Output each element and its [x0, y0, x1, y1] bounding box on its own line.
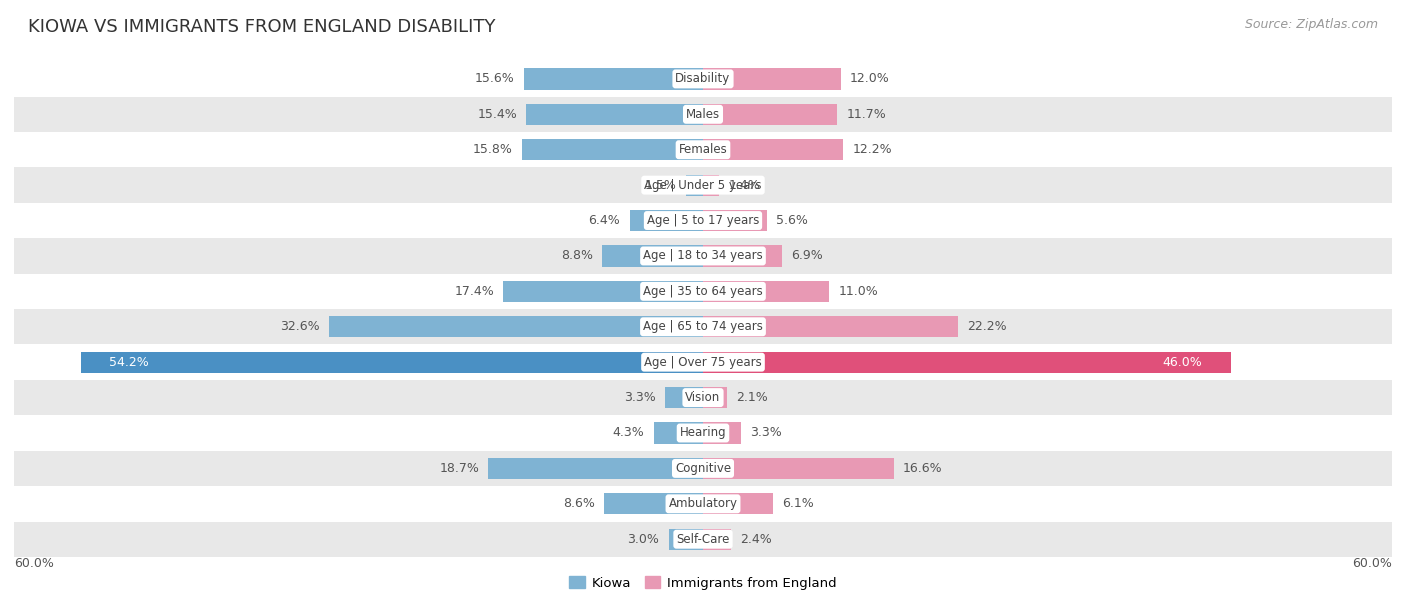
Bar [14, 168, 1392, 203]
Bar [703, 529, 731, 550]
Text: 5.6%: 5.6% [776, 214, 808, 227]
Bar [522, 139, 703, 160]
Bar [80, 351, 703, 373]
Text: 12.2%: 12.2% [852, 143, 891, 156]
Text: 54.2%: 54.2% [110, 356, 149, 368]
Text: 4.3%: 4.3% [613, 427, 644, 439]
Bar [703, 103, 838, 125]
Bar [703, 69, 841, 89]
Bar [14, 380, 1392, 416]
Text: Age | 18 to 34 years: Age | 18 to 34 years [643, 250, 763, 263]
Text: Females: Females [679, 143, 727, 156]
Text: 17.4%: 17.4% [454, 285, 494, 298]
Text: KIOWA VS IMMIGRANTS FROM ENGLAND DISABILITY: KIOWA VS IMMIGRANTS FROM ENGLAND DISABIL… [28, 18, 496, 36]
Bar [14, 203, 1392, 238]
Bar [14, 486, 1392, 521]
Text: 32.6%: 32.6% [280, 320, 319, 334]
Text: 8.6%: 8.6% [564, 498, 595, 510]
Bar [703, 351, 1232, 373]
Text: 46.0%: 46.0% [1163, 356, 1202, 368]
Text: Self-Care: Self-Care [676, 532, 730, 546]
Bar [703, 458, 894, 479]
Text: 11.0%: 11.0% [838, 285, 879, 298]
Bar [14, 274, 1392, 309]
Bar [669, 529, 703, 550]
Text: Cognitive: Cognitive [675, 462, 731, 475]
Text: Ambulatory: Ambulatory [668, 498, 738, 510]
Bar [526, 103, 703, 125]
Bar [605, 493, 703, 515]
Text: 16.6%: 16.6% [903, 462, 942, 475]
Text: 11.7%: 11.7% [846, 108, 886, 121]
Bar [703, 493, 773, 515]
Bar [14, 132, 1392, 168]
Text: Vision: Vision [685, 391, 721, 404]
Text: Age | 65 to 74 years: Age | 65 to 74 years [643, 320, 763, 334]
Legend: Kiowa, Immigrants from England: Kiowa, Immigrants from England [564, 571, 842, 595]
Text: Age | 35 to 64 years: Age | 35 to 64 years [643, 285, 763, 298]
Text: 15.8%: 15.8% [472, 143, 512, 156]
Bar [703, 281, 830, 302]
Text: 60.0%: 60.0% [14, 557, 53, 570]
Bar [14, 61, 1392, 97]
Bar [654, 422, 703, 444]
Bar [630, 210, 703, 231]
Text: Disability: Disability [675, 72, 731, 86]
Bar [703, 139, 844, 160]
Text: 12.0%: 12.0% [851, 72, 890, 86]
Bar [703, 245, 782, 267]
Bar [488, 458, 703, 479]
Bar [14, 521, 1392, 557]
Bar [686, 174, 703, 196]
Bar [703, 387, 727, 408]
Text: 18.7%: 18.7% [439, 462, 479, 475]
Text: 3.0%: 3.0% [627, 532, 659, 546]
Text: 3.3%: 3.3% [749, 427, 782, 439]
Bar [703, 210, 768, 231]
Bar [14, 309, 1392, 345]
Bar [503, 281, 703, 302]
Text: Age | 5 to 17 years: Age | 5 to 17 years [647, 214, 759, 227]
Bar [14, 238, 1392, 274]
Text: 15.6%: 15.6% [475, 72, 515, 86]
Bar [703, 422, 741, 444]
Bar [524, 69, 703, 89]
Text: Source: ZipAtlas.com: Source: ZipAtlas.com [1244, 18, 1378, 31]
Text: Age | Under 5 years: Age | Under 5 years [644, 179, 762, 192]
Text: 60.0%: 60.0% [1353, 557, 1392, 570]
Bar [665, 387, 703, 408]
Bar [14, 416, 1392, 450]
Text: 2.4%: 2.4% [740, 532, 772, 546]
Text: 1.5%: 1.5% [645, 179, 676, 192]
Text: 8.8%: 8.8% [561, 250, 593, 263]
Text: Males: Males [686, 108, 720, 121]
Text: 2.1%: 2.1% [737, 391, 768, 404]
Bar [602, 245, 703, 267]
Bar [14, 345, 1392, 380]
Text: 15.4%: 15.4% [477, 108, 517, 121]
Text: 6.1%: 6.1% [782, 498, 814, 510]
Bar [329, 316, 703, 337]
Text: 1.4%: 1.4% [728, 179, 761, 192]
Bar [14, 97, 1392, 132]
Text: 6.9%: 6.9% [792, 250, 823, 263]
Bar [703, 174, 718, 196]
Text: Hearing: Hearing [679, 427, 727, 439]
Text: 3.3%: 3.3% [624, 391, 657, 404]
Text: 22.2%: 22.2% [967, 320, 1007, 334]
Text: 6.4%: 6.4% [589, 214, 620, 227]
Bar [703, 316, 957, 337]
Text: Age | Over 75 years: Age | Over 75 years [644, 356, 762, 368]
Bar [14, 450, 1392, 486]
